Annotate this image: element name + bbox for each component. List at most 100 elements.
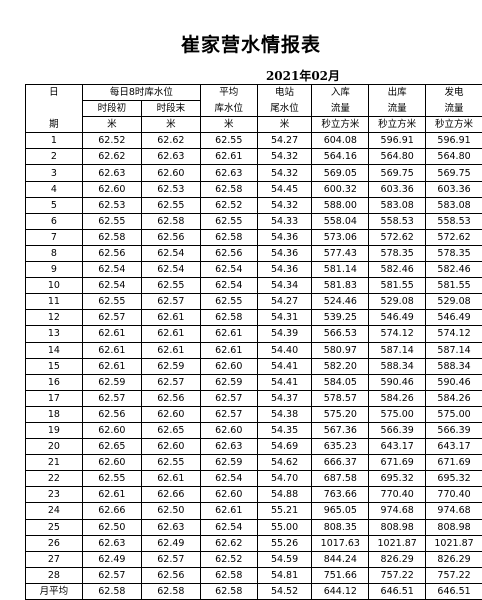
cell-tail-level: 54.38: [257, 406, 312, 422]
cell-tail-level: 54.41: [257, 358, 312, 374]
cell-outflow: 558.53: [369, 213, 426, 229]
cell-outflow: 572.62: [369, 229, 426, 245]
cell-outflow: 974.68: [369, 503, 426, 519]
cell-inflow: 539.25: [312, 310, 369, 326]
cell-gen-flow: 671.69: [426, 455, 482, 471]
cell-outflow: 808.98: [369, 519, 426, 535]
cell-level-start: 62.61: [82, 342, 141, 358]
header-unit: 米: [200, 117, 257, 133]
cell-level-start: 62.65: [82, 439, 141, 455]
cell-gen-flow: 826.29: [426, 551, 482, 567]
cell-inflow: 844.24: [312, 551, 369, 567]
cell-avg-level: 62.57: [200, 390, 257, 406]
cell-avg-level: 62.56: [200, 245, 257, 261]
cell-outflow: 603.36: [369, 181, 426, 197]
header-cell: 时段末: [141, 101, 200, 117]
cell-gen-flow: 575.00: [426, 406, 482, 422]
cell-gen-flow: 574.12: [426, 326, 482, 342]
cell-tail-level: 55.26: [257, 535, 312, 551]
cell-outflow: 826.29: [369, 551, 426, 567]
cell-outflow: 590.46: [369, 374, 426, 390]
cell-level-start: 62.55: [82, 471, 141, 487]
cell-outflow: 575.00: [369, 406, 426, 422]
cell-level-start: 62.60: [82, 455, 141, 471]
cell-day: 13: [26, 326, 83, 342]
cell-tail-level: 54.81: [257, 567, 312, 583]
cell-gen-flow: 596.91: [426, 133, 482, 149]
cell-level-start: 62.53: [82, 197, 141, 213]
cell-tail-level: 54.32: [257, 149, 312, 165]
cell-inflow: 584.05: [312, 374, 369, 390]
cell-tail-level: 54.36: [257, 262, 312, 278]
cell-level-start: 62.52: [82, 133, 141, 149]
cell-inflow: 577.43: [312, 245, 369, 261]
cell-gen-flow: 588.34: [426, 358, 482, 374]
cell-tail-level: 54.45: [257, 181, 312, 197]
header-unit: 秒立方米: [312, 117, 369, 133]
cell-inflow: 808.35: [312, 519, 369, 535]
cell-avg-level: 62.60: [200, 422, 257, 438]
cell-tail-level: 54.34: [257, 278, 312, 294]
cell-gen-flow: 558.53: [426, 213, 482, 229]
cell-day: 11: [26, 294, 83, 310]
cell-gen-flow: 587.14: [426, 342, 482, 358]
cell-level-start: 62.55: [82, 294, 141, 310]
cell-day: 1: [26, 133, 83, 149]
cell-tail-level: 54.70: [257, 471, 312, 487]
cell-gen-flow: 581.55: [426, 278, 482, 294]
cell-outflow: 757.22: [369, 567, 426, 583]
cell-tail-level: 54.32: [257, 165, 312, 181]
cell-inflow: 763.66: [312, 487, 369, 503]
cell-avg-level: 62.52: [200, 197, 257, 213]
cell-tail-level: 54.32: [257, 197, 312, 213]
cell-level-end: 62.58: [141, 583, 200, 599]
cell-tail-level: 54.35: [257, 422, 312, 438]
cell-level-start: 62.60: [82, 181, 141, 197]
cell-level-end: 62.50: [141, 503, 200, 519]
cell-inflow: 751.66: [312, 567, 369, 583]
cell-level-end: 62.66: [141, 487, 200, 503]
cell-inflow: 567.36: [312, 422, 369, 438]
cell-day: 23: [26, 487, 83, 503]
cell-avg-level: 62.59: [200, 455, 257, 471]
cell-avg-level: 62.61: [200, 149, 257, 165]
cell-day: 24: [26, 503, 83, 519]
cell-day: 6: [26, 213, 83, 229]
cell-level-end: 62.61: [141, 310, 200, 326]
cell-gen-flow: 646.51: [426, 583, 482, 599]
cell-level-end: 62.54: [141, 245, 200, 261]
cell-tail-level: 54.33: [257, 213, 312, 229]
cell-day: 9: [26, 262, 83, 278]
cell-avg-level: 62.61: [200, 326, 257, 342]
cell-level-end: 62.61: [141, 471, 200, 487]
cell-gen-flow: 695.32: [426, 471, 482, 487]
cell-outflow: 564.80: [369, 149, 426, 165]
cell-day: 月平均: [26, 583, 83, 599]
cell-inflow: 604.08: [312, 133, 369, 149]
cell-tail-level: 55.21: [257, 503, 312, 519]
cell-inflow: 588.00: [312, 197, 369, 213]
cell-day: 16: [26, 374, 83, 390]
cell-level-end: 62.55: [141, 278, 200, 294]
cell-avg-level: 62.57: [200, 406, 257, 422]
cell-tail-level: 54.31: [257, 310, 312, 326]
cell-tail-level: 54.36: [257, 229, 312, 245]
cell-avg-level: 62.61: [200, 503, 257, 519]
cell-level-end: 62.56: [141, 229, 200, 245]
header-cell: 流量: [369, 101, 426, 117]
cell-day: 8: [26, 245, 83, 261]
cell-level-start: 62.63: [82, 165, 141, 181]
cell-inflow: 573.06: [312, 229, 369, 245]
